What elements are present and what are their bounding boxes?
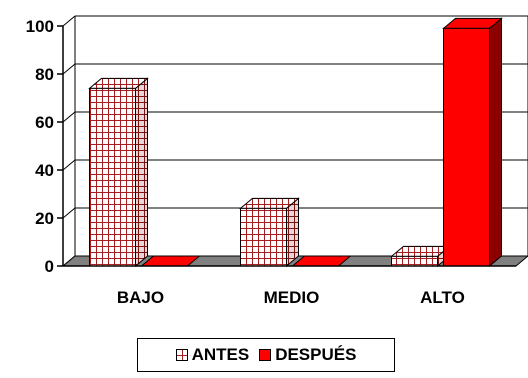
x-tick-label-medio: MEDIO (264, 288, 320, 307)
y-tick-label-0: 0 (45, 257, 54, 276)
x-tick-label-bajo: BAJO (117, 288, 164, 307)
legend-item-antes: ANTES (175, 345, 250, 365)
y-tick-label-60: 60 (35, 113, 54, 132)
y-tick-label-40: 40 (35, 161, 54, 180)
gridline-side-20 (62, 207, 76, 219)
bar-antes-medio (239, 197, 300, 268)
bar-antes-alto (390, 245, 451, 268)
y-tick-label-100: 100 (26, 17, 54, 36)
gridline-side-80 (62, 63, 76, 75)
gridline-side-100 (62, 15, 76, 27)
legend-item-despues: DESPUÉS (259, 345, 356, 365)
y-tick-label-80: 80 (35, 65, 54, 84)
legend-swatch-antes (175, 349, 188, 361)
chart-legend: ANTES DESPUÉS (137, 338, 395, 372)
y-tick-label-20: 20 (35, 209, 54, 228)
legend-label-despues: DESPUÉS (275, 345, 357, 364)
bar-despues-alto (442, 17, 503, 268)
gridline-side-60 (62, 111, 76, 123)
bar-chart: 0 20 40 60 80 100 BAJO MEDIO ALTO (26, 15, 528, 307)
x-tick-label-alto: ALTO (420, 288, 465, 307)
legend-label-antes: ANTES (191, 345, 250, 364)
bar-antes-bajo (88, 77, 149, 268)
gridline-side-40 (62, 159, 76, 171)
legend-swatch-despues (259, 349, 272, 361)
